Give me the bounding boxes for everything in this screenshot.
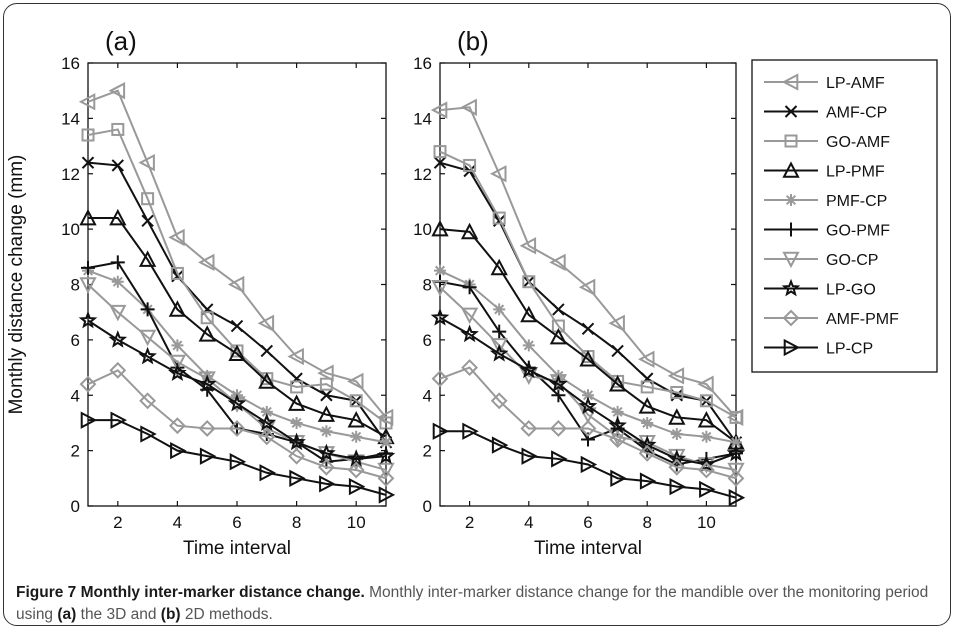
series-lp-amf	[433, 100, 742, 424]
y-tick-label: 4	[423, 386, 432, 405]
legend-label: LP-CP	[826, 341, 873, 358]
y-tick-label: 8	[423, 276, 432, 295]
y-tick-label: 0	[71, 497, 80, 516]
data-point	[111, 255, 125, 269]
legend: LP-AMF AMF-CP GO-AMF LP-PMF PMF-CP GO-PMF GO-C…	[752, 60, 937, 372]
series-line	[88, 129, 386, 422]
y-tick-label: 8	[71, 276, 80, 295]
legend-label: GO-AMF	[826, 134, 890, 151]
data-point	[171, 339, 183, 351]
y-tick-label: 4	[71, 386, 80, 405]
legend-label: AMF-PMF	[826, 311, 899, 328]
legend-label: GO-CP	[826, 252, 878, 269]
panel-label: (a)	[105, 26, 137, 56]
series-lp-amf	[81, 84, 392, 425]
data-point	[700, 431, 712, 443]
y-axis-label: Monthly distance change (mm)	[6, 155, 27, 415]
x-axis-label: Time interval	[183, 538, 291, 559]
x-tick-label: 4	[173, 513, 182, 532]
data-point	[232, 321, 243, 332]
y-tick-label: 10	[413, 220, 432, 239]
caption-panel-ref: (b)	[161, 606, 181, 623]
x-axis-label: Time interval	[534, 538, 642, 559]
data-point	[553, 304, 564, 315]
data-point	[350, 431, 362, 443]
x-tick-label: 4	[524, 513, 533, 532]
panel-b: 0 2 4 6 8 10 12 14 16 2 4 6 8 10 Time interval (b)	[413, 26, 743, 559]
data-point	[142, 215, 153, 226]
caption-title: Figure 7 Monthly inter-marker distance c…	[16, 584, 365, 601]
y-tick-label: 12	[413, 165, 432, 184]
data-point	[493, 303, 505, 315]
data-point	[642, 373, 653, 384]
panel-label: (b)	[457, 26, 489, 56]
y-tick-label: 12	[61, 165, 80, 184]
series-line	[440, 107, 736, 417]
legend-label: LP-GO	[826, 282, 876, 299]
series-line	[88, 91, 386, 418]
y-tick-label: 2	[71, 442, 80, 461]
x-tick-label: 2	[465, 513, 474, 532]
y-tick-label: 0	[423, 497, 432, 516]
y-tick-label: 14	[413, 109, 432, 128]
x-tick-label: 10	[347, 513, 366, 532]
x-tick-label: 6	[232, 513, 241, 532]
y-tick-label: 2	[423, 442, 432, 461]
legend-label: LP-AMF	[826, 75, 885, 92]
legend-label: LP-PMF	[826, 164, 885, 181]
legend-marker	[785, 194, 797, 206]
y-tick-label: 16	[413, 54, 432, 73]
legend-label: GO-PMF	[826, 223, 890, 240]
y-tick-label: 10	[61, 220, 80, 239]
x-tick-label: 6	[583, 513, 592, 532]
data-point	[523, 339, 535, 351]
series-lp-go	[81, 313, 392, 464]
data-point	[641, 417, 653, 429]
x-tick-label: 8	[292, 513, 301, 532]
caption-text: 2D methods.	[181, 606, 273, 623]
data-point	[291, 417, 303, 429]
series-go-pmf	[433, 275, 743, 472]
legend-label: AMF-CP	[826, 105, 887, 122]
panel-a: 0 2 4 6 8 10 12 14 16 2 4 6 8 10 Time interval Monthly …	[6, 26, 393, 559]
figure-caption: Figure 7 Monthly inter-marker distance c…	[16, 582, 946, 626]
y-tick-label: 14	[61, 109, 80, 128]
data-point	[671, 428, 683, 440]
figure-chart: 0 2 4 6 8 10 12 14 16 2 4 6 8 10 Time interval Monthly …	[0, 0, 956, 580]
y-tick-label: 6	[71, 331, 80, 350]
x-tick-label: 2	[113, 513, 122, 532]
x-tick-label: 8	[642, 513, 651, 532]
data-point	[612, 345, 623, 356]
data-point	[261, 345, 272, 356]
caption-panel-ref: (a)	[57, 606, 76, 623]
y-tick-label: 16	[61, 54, 80, 73]
data-point	[112, 276, 124, 288]
data-point	[291, 373, 302, 384]
data-point	[320, 425, 332, 437]
legend-label: PMF-CP	[826, 193, 887, 210]
data-point	[583, 323, 594, 334]
caption-text: the 3D and	[76, 606, 160, 623]
x-tick-label: 10	[697, 513, 716, 532]
y-tick-label: 6	[423, 331, 432, 350]
